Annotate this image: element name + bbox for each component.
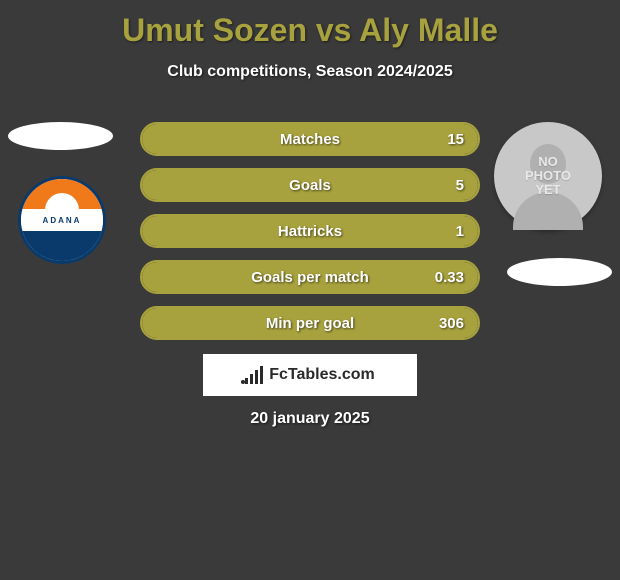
club-badge-text: ADANA (21, 209, 103, 231)
stat-right-value: 306 (439, 315, 464, 332)
stat-right-value: 15 (447, 131, 464, 148)
left-platform-ellipse (8, 122, 113, 150)
stat-right-value: 0.33 (435, 269, 464, 286)
brand-bars-icon (245, 366, 263, 384)
stat-row-goals: Goals 5 (140, 168, 480, 202)
brand-text: FcTables.com (269, 366, 375, 384)
stat-label: Goals per match (142, 269, 478, 286)
page-title: Umut Sozen vs Aly Malle (0, 0, 620, 49)
date-label: 20 january 2025 (0, 410, 620, 428)
stat-row-hattricks: Hattricks 1 (140, 214, 480, 248)
stat-label: Hattricks (142, 223, 478, 240)
stat-right-value: 5 (456, 177, 464, 194)
stat-label: Goals (142, 177, 478, 194)
stat-row-min-per-goal: Min per goal 306 (140, 306, 480, 340)
stat-row-matches: Matches 15 (140, 122, 480, 156)
page-subtitle: Club competitions, Season 2024/2025 (0, 63, 620, 81)
brand-logo: FcTables.com (203, 354, 417, 396)
stat-label: Min per goal (142, 315, 478, 332)
right-platform-ellipse (507, 258, 612, 286)
stat-right-value: 1 (456, 223, 464, 240)
stat-label: Matches (142, 131, 478, 148)
stats-container: Matches 15 Goals 5 Hattricks 1 Goals per… (140, 122, 480, 352)
no-photo-label: NO PHOTO YET (525, 155, 571, 198)
club-badge-icon: ADANA (18, 176, 106, 264)
player-photo-placeholder: NO PHOTO YET (494, 122, 602, 230)
stat-row-goals-per-match: Goals per match 0.33 (140, 260, 480, 294)
